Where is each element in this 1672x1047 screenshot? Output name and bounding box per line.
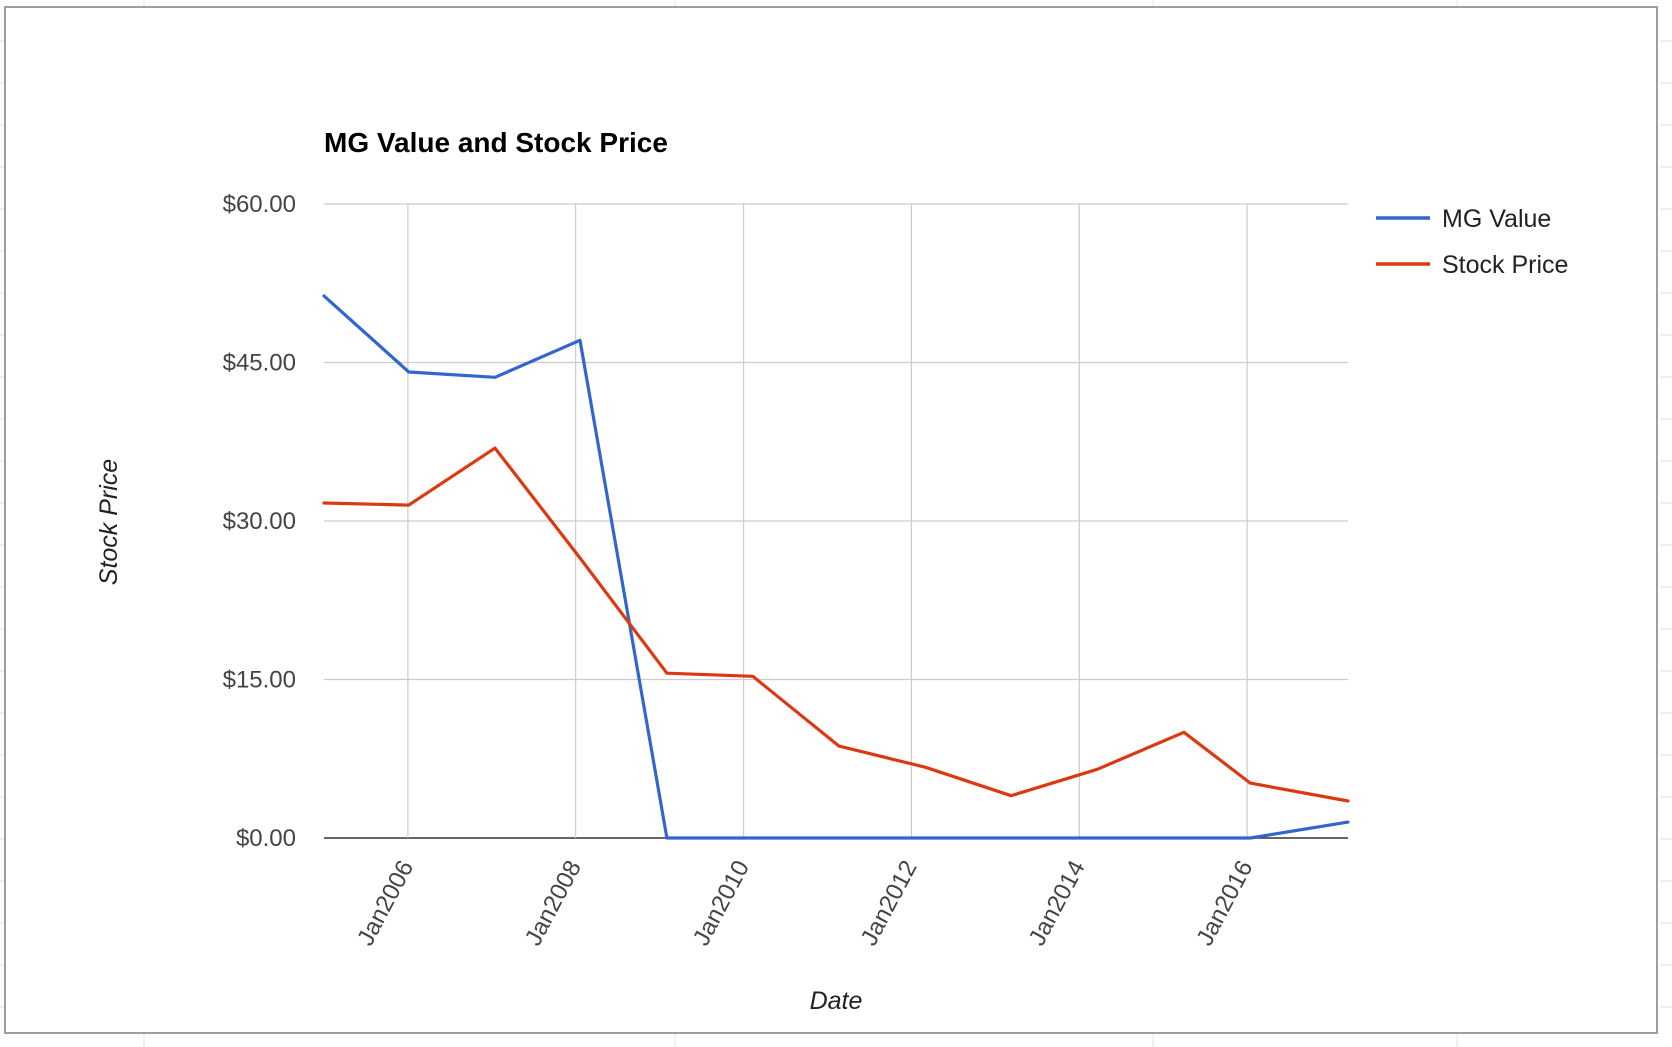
legend-label: MG Value	[1442, 205, 1551, 233]
chart-title: MG Value and Stock Price	[324, 127, 668, 158]
x-tick-label: Jan2006	[352, 856, 419, 950]
series-line-mg-value	[322, 294, 1350, 840]
chart-frame[interactable]	[4, 6, 1658, 1034]
x-tick-label: Jan2010	[688, 856, 755, 950]
y-axis-ticks: $0.00 $15.00 $30.00 $45.00 $60.00	[223, 191, 296, 852]
x-tick-label: Jan2016	[1191, 856, 1258, 950]
series-lines	[322, 294, 1350, 840]
x-axis-title: Date	[810, 987, 863, 1015]
y-tick-label: $0.00	[236, 825, 296, 852]
legend: MG Value Stock Price	[1376, 205, 1568, 279]
y-tick-label: $15.00	[223, 667, 296, 694]
y-tick-label: $30.00	[223, 508, 296, 535]
x-tick-label: Jan2014	[1024, 856, 1091, 950]
y-tick-label: $60.00	[223, 191, 296, 218]
y-axis-title: Stock Price	[95, 459, 123, 585]
x-tick-label: Jan2012	[856, 856, 923, 950]
y-tick-label: $45.00	[223, 350, 296, 377]
x-axis-ticks: Jan2006 Jan2008 Jan2010 Jan2012 Jan2014 Jan20…	[352, 856, 1258, 950]
x-tick-label: Jan2008	[520, 856, 587, 950]
legend-label: Stock Price	[1442, 251, 1568, 279]
series-line-stock-price	[322, 446, 1350, 803]
